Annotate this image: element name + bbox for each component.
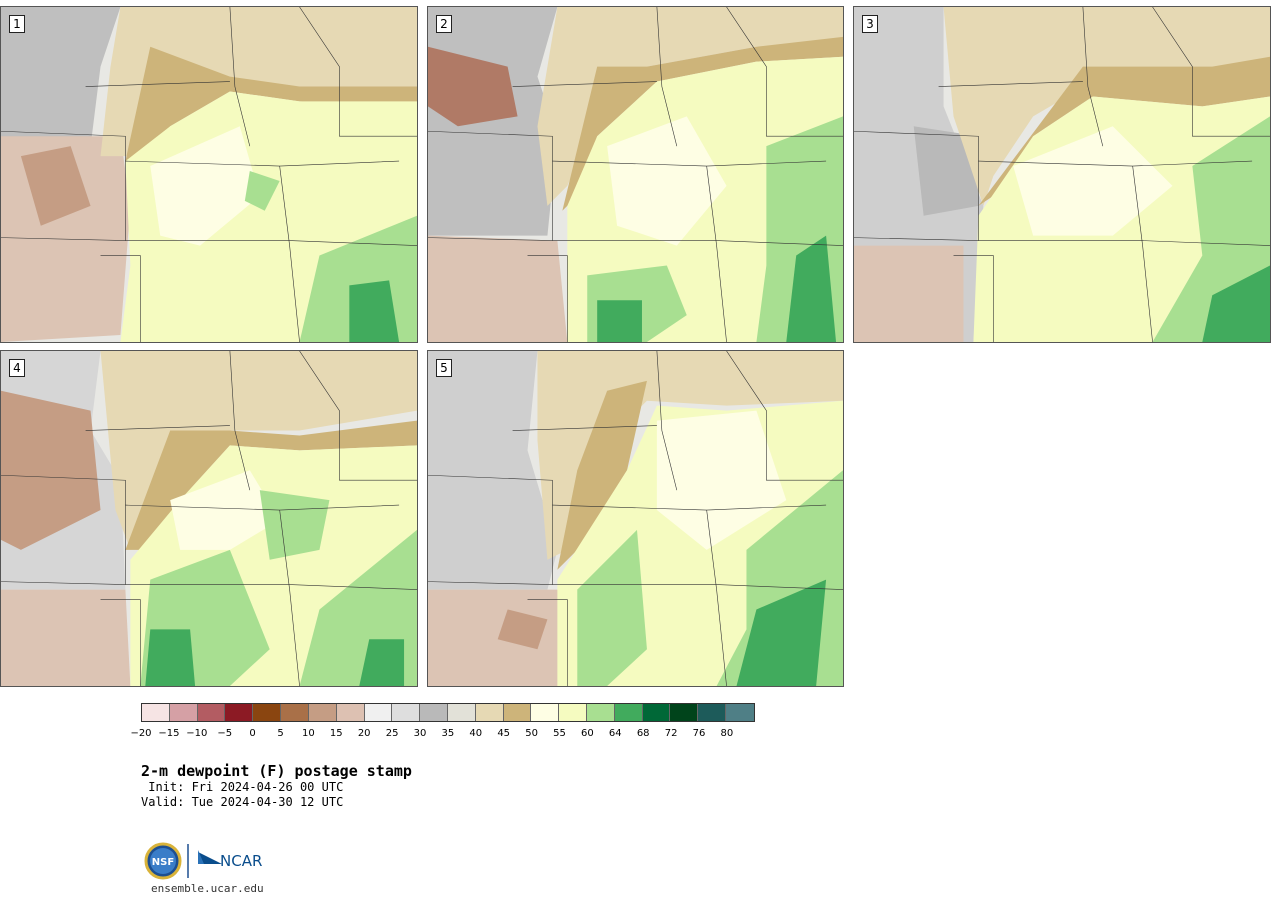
colorbar-swatch <box>169 704 198 721</box>
colorbar-swatch <box>281 704 309 721</box>
panel-number-3: 3 <box>862 15 878 33</box>
colorbar-swatch <box>364 704 393 721</box>
colorbar-tick-label: −10 <box>186 728 208 739</box>
colorbar-tick-label: 50 <box>525 728 538 739</box>
panel-number-4: 4 <box>9 359 25 377</box>
colorbar-tick-label: −5 <box>217 728 233 739</box>
colorbar-swatch <box>475 704 504 721</box>
dewpoint-field-5 <box>428 351 843 686</box>
colorbar-swatch <box>670 704 699 721</box>
colorbar-swatch <box>698 704 727 721</box>
site-url[interactable]: ensemble.ucar.edu <box>151 882 264 895</box>
colorbar-tick-label: 0 <box>249 728 256 739</box>
colorbar-swatch <box>726 704 754 721</box>
colorbar-tick-label: 5 <box>277 728 284 739</box>
colorbar-swatch <box>447 704 476 721</box>
colorbar-swatch <box>642 704 671 721</box>
map-panel-1: 1 <box>0 6 418 343</box>
ncar-logo-text: NCAR <box>220 852 262 870</box>
dewpoint-field-4 <box>1 351 417 686</box>
colorbar-swatch <box>336 704 365 721</box>
map-panel-2: 2 <box>427 6 844 343</box>
colorbar-swatch <box>587 704 615 721</box>
colorbar-swatch <box>420 704 448 721</box>
colorbar-swatch <box>392 704 421 721</box>
colorbar-swatch <box>197 704 226 721</box>
colorbar-tick-label: 80 <box>720 728 734 739</box>
colorbar-tick-label: 55 <box>553 728 566 739</box>
nsf-ncar-logo: NSF NCAR <box>144 842 262 880</box>
nsf-logo-text: NSF <box>152 857 174 868</box>
panel-number-2: 2 <box>436 15 452 33</box>
colorbar-swatch <box>253 704 282 721</box>
colorbar-tick-label: 40 <box>469 728 483 739</box>
colorbar-swatch <box>503 704 532 721</box>
dewpoint-field-3 <box>854 7 1270 342</box>
map-panel-4: 4 <box>0 350 418 687</box>
colorbar-swatch <box>225 704 254 721</box>
colorbar-tick-label: 60 <box>581 728 594 739</box>
colorbar-tick-label: 20 <box>357 728 371 739</box>
colorbar-tick-label: 64 <box>608 728 622 739</box>
chart-title: 2-m dewpoint (F) postage stamp <box>141 762 412 780</box>
colorbar-tick-label: 10 <box>302 728 315 739</box>
colorbar-tick-label: 15 <box>329 728 343 739</box>
colorbar-swatch <box>614 704 643 721</box>
colorbar <box>141 703 755 722</box>
dewpoint-field-1 <box>1 7 417 342</box>
init-time: Init: Fri 2024-04-26 00 UTC <box>141 780 344 794</box>
colorbar-swatch <box>559 704 587 721</box>
colorbar-tick-label: 35 <box>441 728 455 739</box>
colorbar-swatch <box>142 704 170 721</box>
colorbar-tick-label: −15 <box>158 728 180 739</box>
map-panel-5: 5 <box>427 350 844 687</box>
dewpoint-field-2 <box>428 7 843 342</box>
colorbar-tick-label: −20 <box>130 728 152 739</box>
colorbar-tick-label: 72 <box>664 728 678 739</box>
colorbar-swatch <box>308 704 337 721</box>
colorbar-ticks: −20 −15 −10 −5 0 5 10 15 20 25 30 35 40 45 50 55 60 64 68 7… <box>130 728 761 742</box>
colorbar-tick-label: 45 <box>497 728 511 739</box>
logo-area: NSF NCAR <box>144 842 274 880</box>
colorbar-tick-label: 76 <box>692 728 706 739</box>
colorbar-tick-label: 25 <box>385 728 399 739</box>
colorbar-tick-label: 30 <box>413 728 427 739</box>
panel-number-5: 5 <box>436 359 452 377</box>
panel-number-1: 1 <box>9 15 25 33</box>
colorbar-swatch <box>531 704 560 721</box>
valid-time: Valid: Tue 2024-04-30 12 UTC <box>141 795 344 809</box>
colorbar-tick-label: 68 <box>636 728 650 739</box>
map-panel-3: 3 <box>853 6 1271 343</box>
